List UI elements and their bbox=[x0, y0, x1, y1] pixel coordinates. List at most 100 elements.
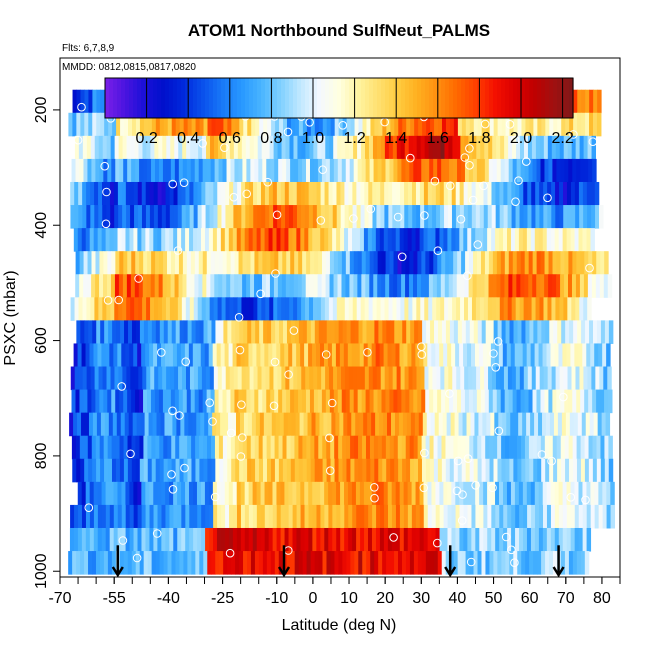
heatmap-cell bbox=[584, 435, 590, 460]
heatmap-cell bbox=[302, 458, 308, 483]
heatmap-cell bbox=[359, 412, 364, 437]
heatmap-cell bbox=[312, 504, 317, 529]
heatmap-cell bbox=[412, 205, 417, 229]
heatmap-cell bbox=[341, 389, 347, 414]
heatmap-cell bbox=[436, 274, 442, 298]
colorbar-segment bbox=[141, 78, 146, 118]
heatmap-cell bbox=[107, 274, 112, 298]
heatmap-cell bbox=[360, 181, 365, 206]
heatmap-cell bbox=[489, 458, 495, 483]
heatmap-cell bbox=[323, 412, 328, 437]
heatmap-cell bbox=[163, 251, 168, 275]
heatmap-cell bbox=[324, 205, 330, 229]
heatmap-cell bbox=[514, 481, 520, 506]
heatmap-cell bbox=[573, 458, 578, 483]
heatmap-cell bbox=[527, 135, 533, 160]
heatmap-cell bbox=[435, 481, 440, 506]
y-axis-label: PSXC (mbar) bbox=[2, 270, 19, 365]
heatmap-cell bbox=[230, 158, 235, 183]
heatmap-cell bbox=[348, 504, 353, 529]
heatmap-cell bbox=[377, 389, 382, 414]
heatmap-cell bbox=[543, 181, 548, 206]
heatmap-cell bbox=[432, 366, 437, 391]
colorbar-segment bbox=[541, 78, 546, 118]
heatmap-cell bbox=[496, 158, 502, 183]
heatmap-cell bbox=[247, 112, 252, 137]
heatmap-cell bbox=[564, 435, 570, 460]
heatmap-cell bbox=[425, 458, 431, 483]
heatmap-cell bbox=[298, 551, 304, 575]
heatmap-cell bbox=[146, 297, 151, 321]
heatmap-cell bbox=[216, 481, 222, 506]
heatmap-cell bbox=[193, 481, 198, 506]
heatmap-cell bbox=[391, 343, 396, 368]
heatmap-cell bbox=[530, 228, 536, 252]
heatmap-cell bbox=[489, 320, 495, 344]
heatmap-cell bbox=[468, 366, 473, 391]
heatmap-cell bbox=[121, 181, 127, 206]
heatmap-cell bbox=[362, 112, 367, 137]
heatmap-cell bbox=[421, 435, 427, 460]
heatmap-cell bbox=[508, 251, 514, 275]
colorbar-segment bbox=[217, 78, 222, 118]
heatmap-cell bbox=[92, 551, 97, 575]
colorbar-tick-label: 0.2 bbox=[135, 130, 157, 147]
heatmap-cell bbox=[112, 112, 117, 137]
heatmap-cell bbox=[500, 274, 505, 298]
heatmap-cell bbox=[502, 481, 508, 506]
heatmap-cell bbox=[299, 412, 305, 437]
heatmap-cell bbox=[86, 297, 91, 321]
heatmap-cell bbox=[224, 412, 229, 437]
data-marker bbox=[236, 452, 246, 461]
heatmap-cell bbox=[198, 274, 203, 298]
heatmap-cell bbox=[271, 112, 276, 137]
heatmap-cell bbox=[274, 435, 280, 460]
heatmap-cell bbox=[467, 343, 472, 368]
heatmap-cell bbox=[130, 366, 135, 391]
heatmap-cell bbox=[248, 228, 254, 252]
heatmap-cell bbox=[372, 297, 378, 321]
heatmap-cell bbox=[147, 389, 152, 414]
heatmap-cell bbox=[218, 158, 224, 183]
heatmap-cell bbox=[199, 458, 204, 483]
colorbar-segment bbox=[113, 78, 118, 118]
heatmap-cell bbox=[328, 527, 333, 552]
heatmap-cell bbox=[430, 320, 435, 344]
data-marker bbox=[389, 533, 398, 542]
colorbar-segment bbox=[357, 78, 362, 118]
heatmap-cell bbox=[267, 112, 272, 137]
heatmap-cell bbox=[158, 297, 163, 321]
heatmap-cell bbox=[380, 135, 386, 160]
heatmap-cell bbox=[589, 320, 594, 344]
colorbar-tick-label: 1.8 bbox=[468, 130, 490, 147]
heatmap-cell bbox=[151, 435, 156, 460]
heatmap-cell bbox=[504, 389, 510, 414]
heatmap-cell bbox=[570, 228, 576, 252]
heatmap-cell bbox=[535, 135, 541, 160]
heatmap-cell bbox=[515, 297, 521, 321]
heatmap-cell bbox=[303, 412, 309, 437]
heatmap-cell bbox=[190, 389, 196, 414]
heatmap-cell bbox=[104, 412, 110, 437]
heatmap-cell bbox=[457, 389, 462, 414]
heatmap-cell bbox=[422, 112, 427, 137]
heatmap-cell bbox=[334, 435, 339, 460]
heatmap-cell bbox=[280, 527, 286, 552]
heatmap-cell bbox=[304, 527, 309, 552]
colorbar-segment bbox=[309, 78, 314, 118]
heatmap-cell bbox=[491, 297, 497, 321]
heatmap-cell bbox=[128, 412, 134, 437]
heatmap-cell bbox=[550, 481, 556, 506]
heatmap-cell bbox=[238, 435, 244, 460]
heatmap-cell bbox=[182, 389, 188, 414]
heatmap-cell bbox=[339, 343, 345, 368]
heatmap-cell bbox=[534, 228, 540, 252]
heatmap-cell bbox=[312, 297, 318, 321]
heatmap-cell bbox=[390, 458, 395, 483]
heatmap-cell bbox=[115, 251, 120, 275]
heatmap-cell bbox=[421, 551, 427, 575]
heatmap-cell bbox=[194, 251, 200, 275]
heatmap-cell bbox=[526, 228, 532, 252]
heatmap-cell bbox=[85, 527, 91, 552]
heatmap-cell bbox=[471, 205, 477, 229]
